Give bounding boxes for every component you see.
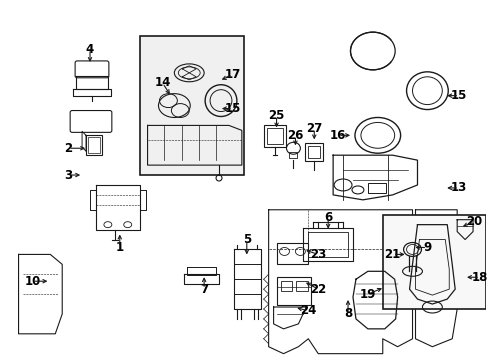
Text: 15: 15: [224, 102, 241, 115]
Text: 5: 5: [242, 233, 250, 246]
Text: 17: 17: [224, 68, 241, 81]
Text: 23: 23: [309, 248, 325, 261]
Text: 26: 26: [286, 129, 303, 142]
Text: 3: 3: [64, 168, 72, 181]
Text: 7: 7: [200, 283, 208, 296]
Bar: [88, 137, 100, 153]
Bar: [367, 183, 385, 193]
Text: 25: 25: [268, 109, 284, 122]
Text: 15: 15: [450, 89, 467, 102]
Text: 8: 8: [343, 307, 351, 320]
Text: 1: 1: [116, 241, 123, 254]
Bar: [308, 146, 320, 158]
Bar: [276, 277, 311, 305]
Bar: [289, 152, 297, 158]
Text: 19: 19: [359, 288, 375, 301]
Bar: [280, 281, 292, 291]
Bar: [86, 135, 102, 155]
Text: 9: 9: [423, 241, 430, 254]
Text: 18: 18: [471, 271, 487, 284]
Bar: [276, 243, 308, 264]
Bar: [382, 215, 485, 309]
Text: 16: 16: [329, 129, 346, 142]
Text: 24: 24: [300, 305, 316, 318]
Bar: [266, 129, 282, 144]
Bar: [296, 281, 308, 291]
Text: 21: 21: [384, 248, 400, 261]
Text: 6: 6: [324, 211, 332, 224]
Text: 20: 20: [465, 215, 481, 228]
Text: 14: 14: [154, 76, 170, 89]
Text: 4: 4: [86, 42, 94, 55]
Bar: [305, 143, 323, 161]
Text: 22: 22: [309, 283, 325, 296]
Bar: [263, 125, 285, 147]
Text: 27: 27: [305, 122, 322, 135]
Text: 10: 10: [24, 275, 41, 288]
Bar: [140, 36, 244, 175]
Text: 13: 13: [450, 181, 467, 194]
Text: 2: 2: [64, 142, 72, 155]
